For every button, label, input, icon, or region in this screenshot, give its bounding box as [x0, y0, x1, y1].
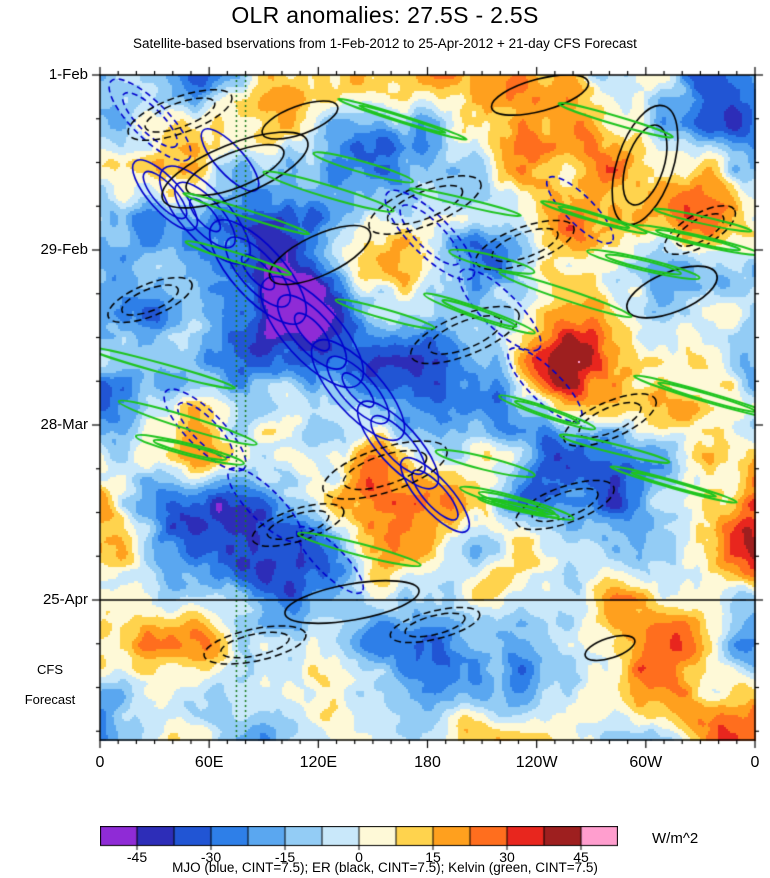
x-tick-label: 180	[414, 754, 441, 771]
x-axis-labels: 0 60E 120E 180 120W 60W 0	[96, 754, 760, 774]
forecast-label: Forecast	[24, 692, 76, 707]
colorbar-tick-label: 15	[425, 849, 441, 865]
y-tick-label: 28-Mar	[40, 416, 88, 433]
colorbar-tick-label: 30	[499, 849, 515, 865]
colorbar-tick-label: -15	[274, 849, 296, 865]
colorbar	[100, 826, 618, 852]
colorbar-tick-label: -45	[126, 849, 148, 865]
x-tick-label: 60W	[629, 754, 663, 771]
colorbar-tick-label: -30	[200, 849, 222, 865]
colorbar-labels: -45 -30 -15 0 15 30 45	[100, 849, 618, 865]
colorbar-units: W/m^2	[652, 830, 699, 847]
hovmoller-plot-canvas	[0, 0, 770, 790]
colorbar-tick-label: 0	[355, 849, 363, 865]
cfs-label: CFS	[37, 662, 63, 677]
y-tick-label: 1-Feb	[48, 66, 88, 83]
y-tick-label: 25-Apr	[42, 591, 88, 608]
colorbar-tick-label: 45	[573, 849, 589, 865]
x-tick-label: 0	[750, 754, 760, 771]
x-tick-label: 0	[95, 754, 105, 771]
contour-legend: MJO (blue, CINT=7.5); ER (black, CINT=7.…	[172, 860, 598, 875]
x-tick-label: 120W	[515, 754, 558, 771]
y-tick-label: 29-Feb	[40, 241, 88, 258]
x-tick-label: 60E	[194, 754, 224, 771]
x-tick-label: 120E	[299, 754, 338, 771]
